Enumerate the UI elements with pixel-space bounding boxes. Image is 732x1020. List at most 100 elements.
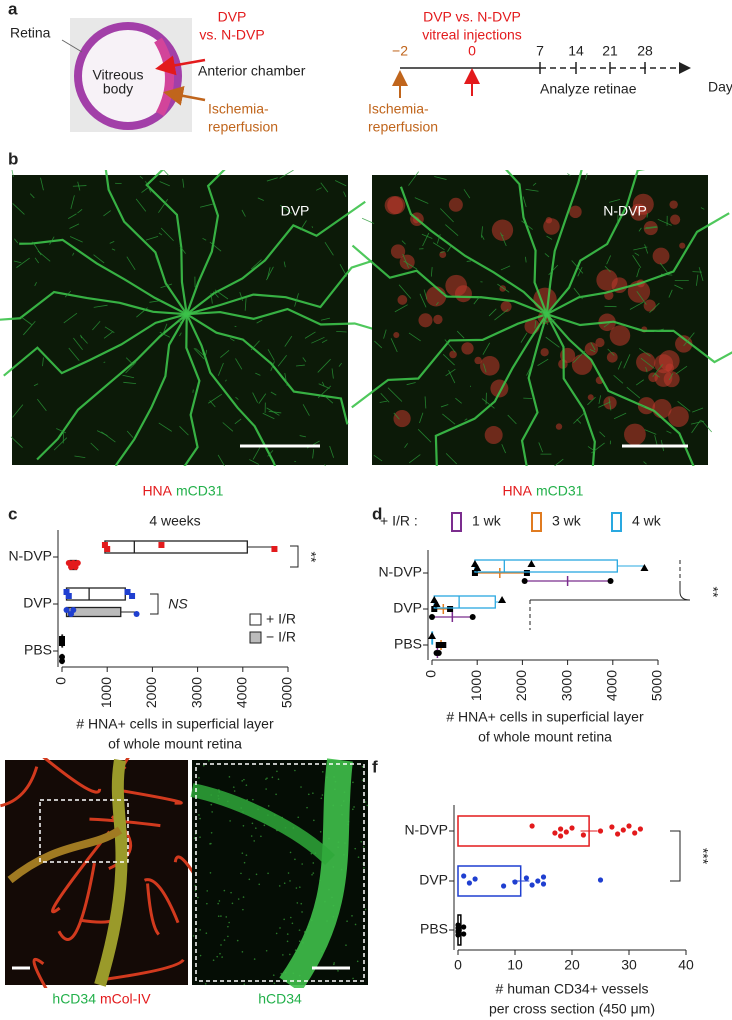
capillary — [541, 311, 549, 326]
y-tick-label: N-DVP — [378, 564, 422, 580]
x-tick-label: 0 — [423, 670, 439, 678]
capillary — [640, 357, 655, 369]
speck — [212, 959, 215, 962]
speck — [271, 776, 274, 779]
capillary — [573, 412, 586, 424]
capillary — [606, 255, 612, 265]
capillary — [103, 210, 111, 217]
capillary — [677, 400, 691, 412]
speck — [364, 801, 367, 803]
vessel — [57, 862, 96, 941]
point — [558, 833, 564, 839]
capillary — [456, 330, 465, 339]
speck — [193, 837, 196, 839]
capillary — [109, 241, 115, 244]
capillary — [520, 332, 528, 343]
capillary — [40, 177, 44, 191]
capillary — [208, 393, 223, 404]
speck — [232, 786, 235, 788]
speck — [221, 956, 223, 958]
capillary — [571, 260, 584, 274]
capillary — [324, 464, 329, 471]
images — [0, 170, 732, 988]
capillary — [440, 208, 454, 223]
capillary — [408, 332, 421, 342]
capillary — [690, 420, 705, 425]
capillary — [74, 455, 86, 459]
point — [63, 589, 70, 595]
inset-box — [39, 799, 129, 863]
capillary — [122, 374, 135, 379]
speck — [312, 872, 315, 874]
capillary — [125, 357, 134, 366]
speck — [298, 929, 301, 931]
x-tick-label: 40 — [678, 957, 694, 973]
capillary — [239, 291, 244, 301]
speck — [273, 982, 276, 985]
speck — [297, 816, 300, 819]
capillary — [585, 173, 588, 180]
speck — [357, 856, 360, 858]
capillary — [320, 182, 329, 193]
capillary — [343, 191, 347, 197]
capillary — [698, 267, 704, 281]
speck — [278, 885, 281, 887]
capillary — [267, 450, 274, 457]
vessel — [3, 313, 188, 377]
speck — [275, 932, 278, 935]
cell-cluster — [606, 351, 618, 363]
capillary — [302, 357, 307, 363]
vessel — [120, 699, 170, 771]
point — [471, 570, 478, 576]
stain: hCD34 — [258, 991, 302, 1007]
vessel — [72, 170, 188, 315]
speck — [255, 873, 258, 876]
speck — [294, 949, 297, 951]
capillary — [613, 374, 624, 384]
capillary — [626, 386, 641, 399]
speck — [272, 974, 275, 976]
panel-label: f — [372, 757, 378, 776]
capillary — [135, 198, 147, 212]
bar — [457, 815, 590, 847]
capillary — [649, 302, 660, 314]
vessel — [545, 170, 668, 315]
capillary — [668, 289, 673, 298]
capillary — [70, 195, 75, 209]
vessel — [488, 170, 548, 315]
speck — [199, 929, 201, 931]
capillary — [525, 188, 539, 192]
capillary — [497, 283, 510, 293]
speck — [346, 920, 348, 923]
capillary — [545, 336, 560, 348]
point — [101, 542, 108, 548]
eye-ring — [74, 22, 182, 130]
capillary — [266, 177, 278, 182]
speck — [310, 852, 313, 855]
speck — [243, 983, 246, 986]
speck — [241, 951, 244, 953]
label: Retina — [10, 25, 51, 41]
x-tick-label: 30 — [621, 957, 637, 973]
capillary — [440, 404, 449, 408]
capillary — [104, 326, 115, 333]
point — [124, 589, 131, 595]
point — [609, 824, 615, 830]
capillary — [126, 256, 136, 270]
point — [271, 546, 278, 552]
x-tick-label: 0 — [53, 677, 69, 685]
capillary — [34, 281, 37, 287]
speck — [240, 872, 242, 875]
speck — [223, 939, 226, 941]
speck — [267, 872, 269, 875]
speck — [311, 873, 313, 876]
speck — [245, 854, 248, 856]
speck — [265, 949, 268, 952]
speck — [225, 916, 228, 918]
speck — [283, 882, 286, 885]
point — [607, 578, 614, 584]
point — [521, 578, 528, 584]
capillary — [12, 203, 25, 215]
vessel — [185, 313, 292, 505]
capillary — [64, 290, 72, 298]
